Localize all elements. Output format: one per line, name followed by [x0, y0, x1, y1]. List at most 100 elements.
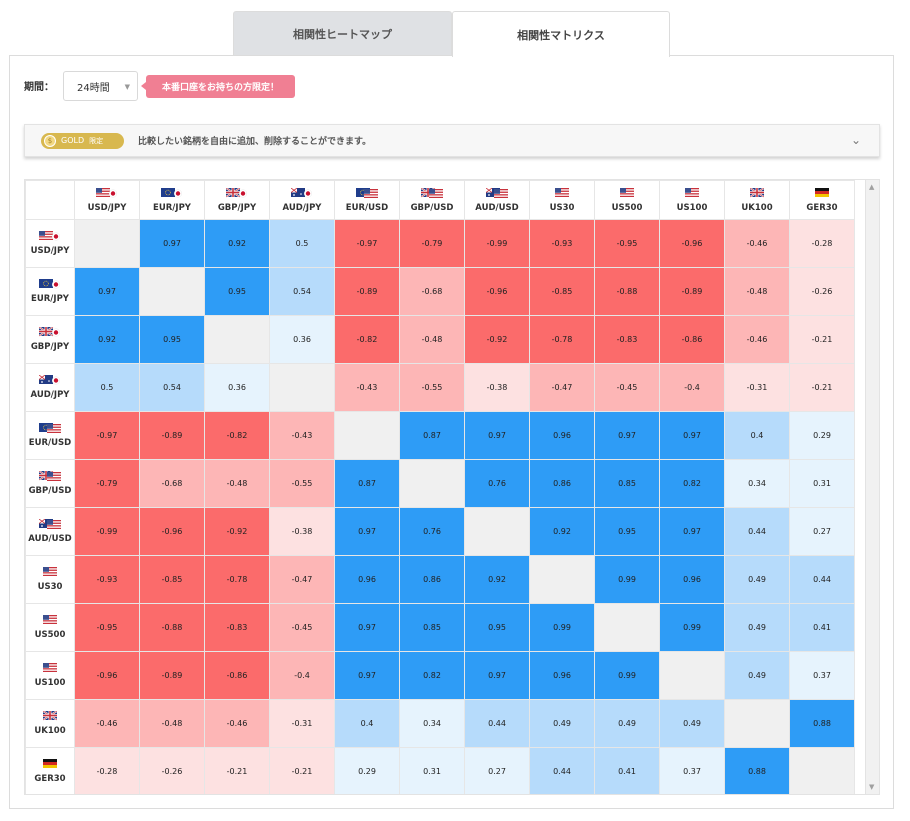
gold-feature-bar[interactable]: $ GOLD 限定 比較したい銘柄を自由に追加、削除することができます。 ⌄ [24, 124, 880, 157]
matrix-cell: 0.49 [724, 555, 790, 604]
matrix-cell: -0.47 [269, 555, 335, 604]
matrix-cell: 0.49 [724, 651, 790, 700]
matrix-cell: -0.99 [74, 507, 140, 556]
matrix-cell: -0.48 [724, 267, 790, 316]
matrix-cell: -0.4 [659, 363, 725, 412]
matrix-cell: 0.97 [659, 507, 725, 556]
flag-icon [335, 187, 399, 198]
row-header: EUR/JPY [25, 267, 75, 316]
matrix-cell: 0.95 [204, 267, 270, 316]
matrix-cell: 0.34 [724, 459, 790, 508]
gold-badge-sub: 限定 [89, 136, 104, 145]
matrix-row: EUR/JPY 0.97 0.95 0.54 -0.89 -0.68 -0.96 -0.85-… [25, 267, 855, 316]
matrix-cell: -0.46 [204, 699, 270, 748]
chevron-down-icon: ▼ [124, 83, 130, 91]
matrix-cell: 0.87 [334, 459, 400, 508]
matrix-cell: 0.99 [594, 555, 660, 604]
matrix-cell: -0.47 [529, 363, 595, 412]
matrix-header-row: USD/JPY EUR/JPY GBP/JPY AUD/JPY EUR/USD GBP/U… [25, 180, 855, 220]
column-header-label: GER30 [806, 202, 838, 213]
matrix-cell: 0.97 [74, 267, 140, 316]
matrix-cell-diagonal [334, 411, 400, 460]
matrix-cell: -0.46 [74, 699, 140, 748]
vertical-scrollbar[interactable]: ▲ ▼ [865, 180, 879, 794]
column-header: UK100 [724, 180, 790, 220]
matrix-cell: 0.97 [139, 219, 205, 268]
matrix-cell-diagonal [204, 315, 270, 364]
tab-matrix[interactable]: 相関性マトリクス [452, 11, 670, 57]
matrix-cell: 0.95 [464, 603, 530, 652]
column-header: US30 [529, 180, 595, 220]
matrix-cell: -0.83 [594, 315, 660, 364]
column-header-label: US30 [549, 202, 575, 213]
correlation-matrix: USD/JPY EUR/JPY GBP/JPY AUD/JPY EUR/USD GBP/U… [24, 179, 880, 795]
tab-bar: 相関性ヒートマップ 相関性マトリクス [233, 11, 670, 57]
matrix-cell: 0.92 [529, 507, 595, 556]
matrix-cell: 0.29 [334, 747, 400, 794]
matrix-cell: 0.34 [399, 699, 465, 748]
column-header-label: US100 [676, 202, 708, 213]
matrix-cell: 0.82 [659, 459, 725, 508]
matrix-cell: -0.88 [139, 603, 205, 652]
matrix-cell-diagonal [399, 459, 465, 508]
matrix-cell: -0.48 [139, 699, 205, 748]
scroll-up-icon[interactable]: ▲ [869, 183, 875, 191]
column-header: GBP/JPY [204, 180, 270, 220]
matrix-cell: 0.97 [464, 411, 530, 460]
matrix-cell: 0.96 [529, 651, 595, 700]
row-header-label: EUR/JPY [31, 294, 69, 304]
flag-icon [26, 279, 74, 289]
matrix-cell: -0.46 [724, 219, 790, 268]
matrix-cell: -0.93 [74, 555, 140, 604]
flag-icon [26, 663, 74, 673]
matrix-cell: -0.85 [529, 267, 595, 316]
matrix-cell: -0.89 [659, 267, 725, 316]
matrix-cell: 0.96 [334, 555, 400, 604]
matrix-cell: 0.31 [399, 747, 465, 794]
row-header-label: GBP/JPY [30, 342, 70, 352]
matrix-cell: -0.89 [139, 651, 205, 700]
matrix-cell: 0.97 [334, 603, 400, 652]
matrix-cell: -0.4 [269, 651, 335, 700]
flag-icon [465, 187, 529, 198]
row-header-label: US500 [34, 630, 66, 640]
matrix-row: GBP/JPY 0.92 0.95 0.36 -0.82 -0.48 -0.92 -0.78-… [25, 315, 855, 364]
matrix-cell: -0.38 [269, 507, 335, 556]
scroll-down-icon[interactable]: ▼ [869, 783, 875, 791]
chevron-down-icon[interactable]: ⌄ [850, 133, 861, 147]
matrix-cell-diagonal [789, 747, 855, 794]
matrix-cell: 0.41 [789, 603, 855, 652]
promo-arrow [141, 82, 146, 90]
matrix-cell: 0.96 [529, 411, 595, 460]
row-header: AUD/JPY [25, 363, 75, 412]
matrix-cell: 0.44 [724, 507, 790, 556]
matrix-cell: -0.99 [464, 219, 530, 268]
matrix-cell: -0.68 [139, 459, 205, 508]
matrix-cell: 0.88 [724, 747, 790, 794]
flag-icon [660, 187, 724, 198]
matrix-cell: -0.31 [724, 363, 790, 412]
matrix-row: AUD/JPY 0.5 0.54 0.36 -0.43 -0.55 -0.38 -0.47 -0… [25, 363, 855, 412]
matrix-cell: -0.95 [594, 219, 660, 268]
gold-bar-text: 比較したい銘柄を自由に追加、削除することができます。 [138, 137, 372, 147]
matrix-cell: -0.55 [269, 459, 335, 508]
matrix-cell: -0.21 [204, 747, 270, 794]
period-select[interactable]: 24時間 ▼ [63, 71, 138, 101]
matrix-cell: 0.49 [724, 603, 790, 652]
matrix-cell: -0.68 [399, 267, 465, 316]
matrix-cell: 0.88 [789, 699, 855, 748]
matrix-cell: 0.49 [659, 699, 725, 748]
row-header-label: US30 [37, 582, 63, 592]
tab-heatmap[interactable]: 相関性ヒートマップ [233, 11, 452, 56]
row-header-label: AUD/USD [28, 534, 72, 544]
period-select-value: 24時間 [77, 82, 110, 94]
row-header: US30 [25, 555, 75, 604]
matrix-row: US30 -0.93 -0.85 -0.78 -0.47 0.96 0.86 0.92 0.99… [25, 555, 855, 604]
gold-coin-icon: $ [44, 134, 56, 147]
matrix-cell-diagonal [464, 507, 530, 556]
flag-icon [26, 567, 74, 577]
promo-badge[interactable]: 本番口座をお持ちの方限定！ [146, 75, 295, 98]
matrix-cell: 0.97 [464, 651, 530, 700]
flag-icon [530, 187, 594, 198]
matrix-cell: 0.27 [464, 747, 530, 794]
